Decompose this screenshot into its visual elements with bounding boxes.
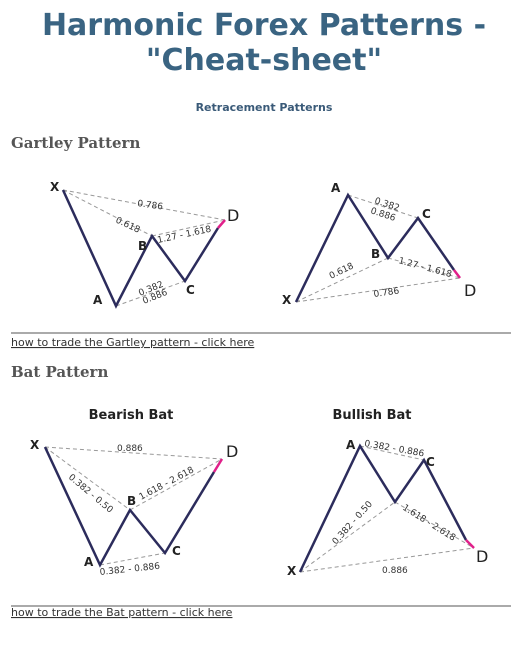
pattern-line: [43, 446, 216, 568]
point-label: A: [84, 555, 94, 569]
ratio-label: 1.27 - 1.618: [157, 225, 213, 246]
ratio-line: [295, 194, 461, 303]
diagram: X A B C D 0.786 0.618 1.27 - 1.618 0.382…: [50, 180, 239, 309]
point-label: X: [50, 180, 60, 194]
link[interactable]: how to trade the Bat pattern - click her…: [11, 606, 233, 619]
diagram: X A B C D 0.382 0.886 1.27 - 1.618 0.618…: [282, 181, 476, 307]
section-title: Bat Pattern: [11, 363, 108, 381]
point-label: D: [226, 442, 238, 461]
ratio-label: 0.618: [328, 261, 356, 281]
point-label: C: [422, 207, 431, 221]
link[interactable]: how to trade the Gartley pattern - click…: [11, 336, 255, 349]
section-title: Gartley Pattern: [11, 134, 140, 152]
pattern-end: [453, 269, 461, 279]
diagram: Bullish Bat X A C D B 0.382 - 0.886 0.38…: [287, 408, 488, 578]
caption: Bullish Bat: [333, 408, 412, 423]
point-label: D: [476, 547, 488, 566]
point-label: B: [127, 494, 136, 508]
title: Harmonic Forex Patterns -: [42, 8, 486, 43]
ratio-label: 0.886: [382, 566, 408, 576]
point-label: B: [138, 239, 147, 253]
point-label: X: [30, 438, 40, 452]
subtitle: Retracement Patterns: [196, 101, 333, 114]
ratio-label: 1.27 - 1.618: [397, 256, 453, 280]
pattern-end: [212, 458, 224, 473]
point-label: A: [331, 181, 341, 195]
point-label: A: [93, 293, 103, 307]
pattern-line: [61, 189, 220, 309]
title: "Cheat-sheet": [146, 43, 382, 78]
point-label: C: [186, 283, 195, 297]
point-label: B: [371, 247, 380, 261]
point-label: D: [464, 281, 476, 300]
ratio-label: 1.618 - 2.618: [138, 465, 196, 502]
ratio-line: [44, 446, 223, 566]
ratio-label: 0.382 - 0.50: [331, 499, 375, 547]
ratio-label: 0.382 - 0.886: [99, 562, 160, 578]
ratio-label: 0.618: [114, 216, 142, 236]
point-label: X: [282, 293, 292, 307]
caption: Bearish Bat: [89, 408, 174, 423]
pattern-line: [298, 443, 468, 573]
ratio-line: [299, 445, 475, 573]
pattern-line: [294, 192, 456, 303]
point-label: X: [287, 564, 297, 578]
ratio-label: 0.786: [373, 286, 400, 300]
ratio-label: 0.786: [137, 199, 164, 213]
pattern-end: [217, 219, 226, 229]
point-label: C: [172, 544, 181, 558]
pattern-end: [465, 539, 475, 549]
ratio-label: 0.886: [117, 444, 143, 454]
point-label: A: [346, 438, 356, 452]
point-label: D: [227, 206, 239, 225]
point-label: C: [426, 455, 435, 469]
ratio-label: 0.382 - 0.886: [363, 439, 425, 459]
ratio-line: [62, 189, 226, 307]
diagram: Bearish Bat X A B C D 0.886 0.382 - 0.50…: [30, 408, 238, 578]
